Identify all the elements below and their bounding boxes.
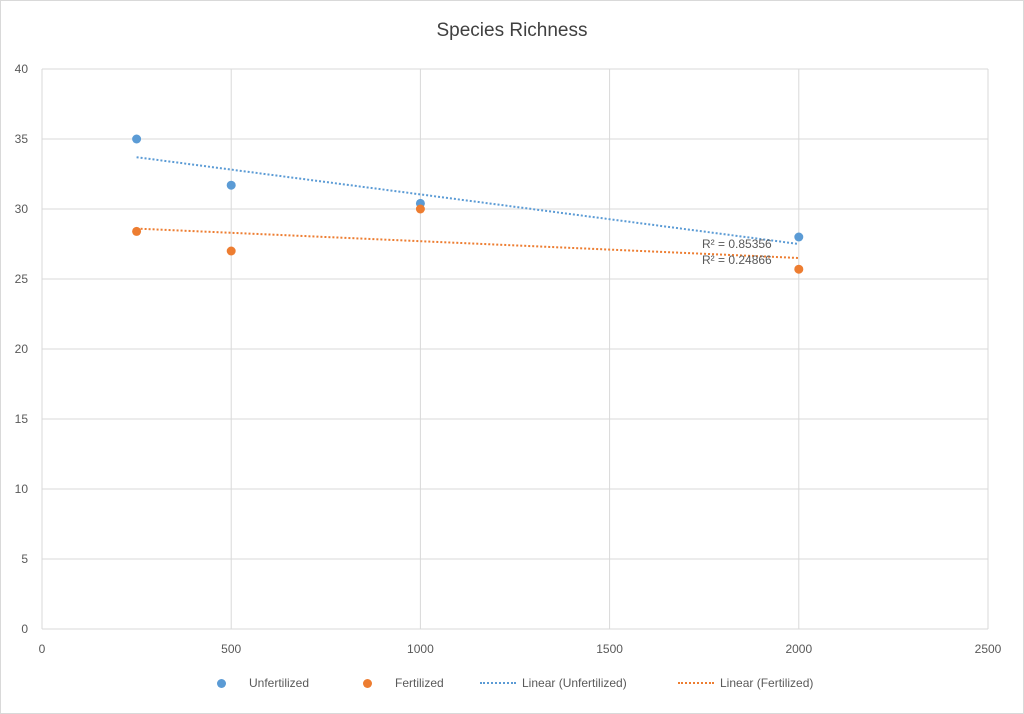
y-tick-label: 35	[15, 132, 29, 146]
tick-labels: 0 5 10 15 20 25 30 35 40 0 500 1000 1500 2000 2500	[15, 62, 1002, 656]
x-tick-label: 2000	[785, 642, 812, 656]
grid-lines	[41, 68, 989, 630]
y-tick-label: 10	[15, 482, 29, 496]
y-tick-label: 15	[15, 412, 29, 426]
data-point	[415, 204, 425, 214]
data-point	[132, 226, 142, 236]
trendline	[136, 156, 799, 245]
legend-item-linear-fertilized: Linear (Fertilized)	[678, 676, 813, 690]
legend-label-unfertilized: Unfertilized	[249, 676, 310, 690]
y-tick-label: 30	[15, 202, 29, 216]
y-tick-label: 25	[15, 272, 29, 286]
x-tick-label: 2500	[975, 642, 1002, 656]
legend-item-fertilized: Fertilized	[363, 676, 444, 690]
data-point	[794, 232, 804, 242]
trendline	[136, 227, 799, 259]
legend-marker-unfertilized	[217, 678, 226, 688]
legend-label-linear-fertilized: Linear (Fertilized)	[720, 676, 814, 690]
data-point	[226, 180, 236, 190]
legend-item-linear-unfertilized: Linear (Unfertilized)	[480, 676, 627, 690]
legend-line-unfertilized	[480, 682, 516, 684]
x-tick-label: 0	[39, 642, 46, 656]
r2-labels: R² = 0.85356 R² = 0.24866	[702, 237, 772, 267]
legend-line-fertilized	[678, 682, 714, 684]
legend-item-unfertilized: Unfertilized	[217, 676, 309, 690]
x-tick-label: 1500	[596, 642, 623, 656]
data-point	[226, 246, 236, 256]
data-points	[132, 134, 804, 274]
data-point	[132, 134, 142, 144]
y-tick-label: 20	[15, 342, 29, 356]
legend-label-fertilized: Fertilized	[395, 676, 444, 690]
x-tick-label: 500	[221, 642, 241, 656]
legend-marker-fertilized	[363, 678, 372, 688]
x-tick-label: 1000	[407, 642, 434, 656]
r2-label: R² = 0.24866	[702, 253, 772, 267]
data-point	[794, 264, 804, 274]
r2-label: R² = 0.85356	[702, 237, 772, 251]
y-tick-label: 5	[21, 552, 28, 566]
y-tick-label: 40	[15, 62, 29, 76]
y-tick-label: 0	[21, 622, 28, 636]
legend: Unfertilized Fertilized Linear (Unfertil…	[0, 676, 1024, 696]
chart-title: Species Richness	[436, 20, 588, 41]
trendlines	[136, 156, 799, 259]
legend-label-linear-unfertilized: Linear (Unfertilized)	[522, 676, 627, 690]
